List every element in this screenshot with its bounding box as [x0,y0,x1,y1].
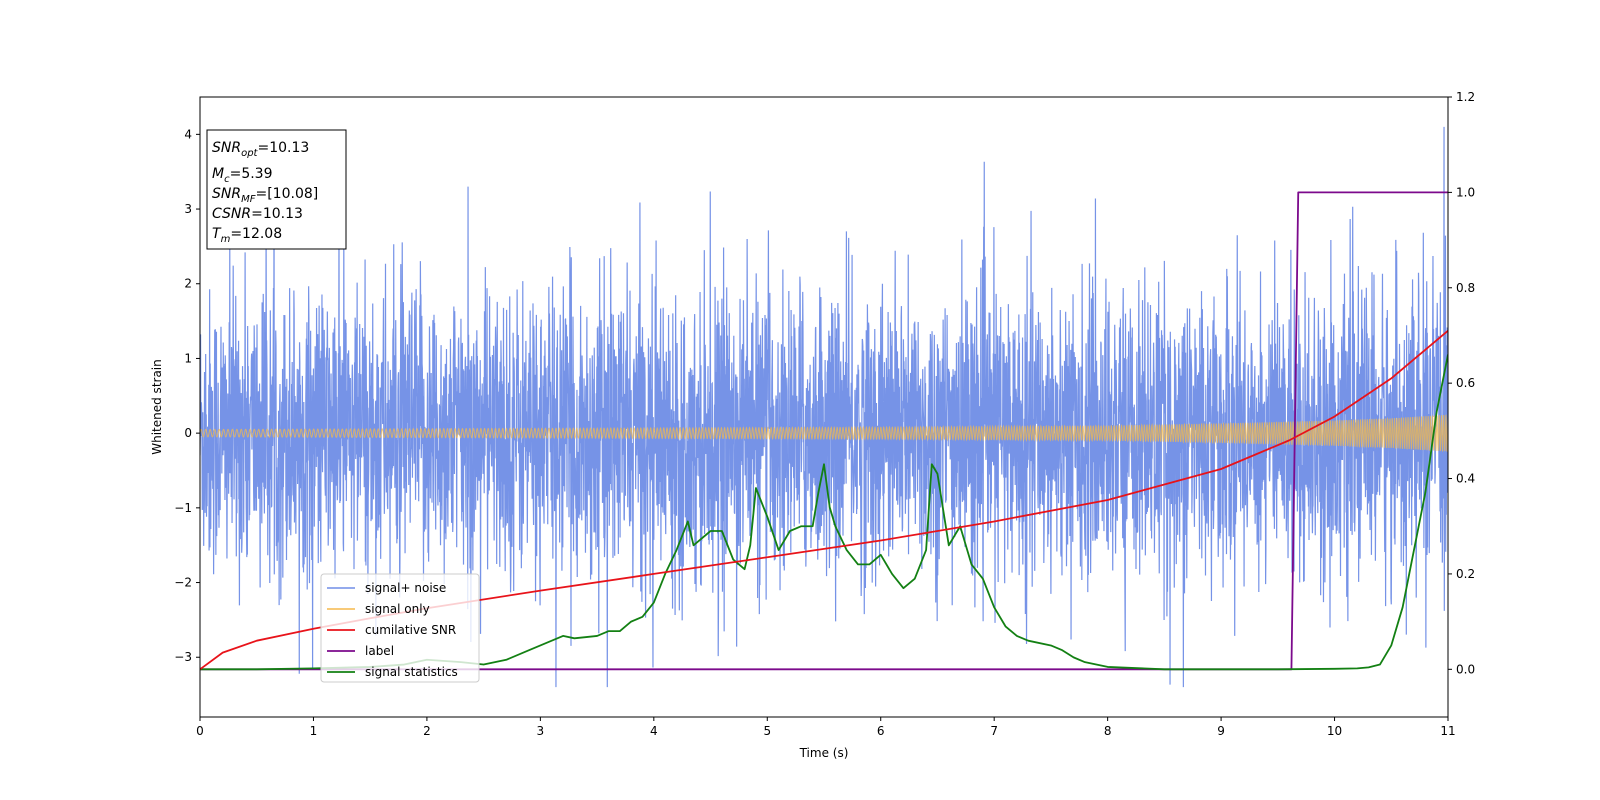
info-line-name: T [212,226,222,242]
y-tick-label: 1 [184,351,192,365]
x-tick-label: 0 [196,724,204,738]
x-tick-label: 10 [1327,724,1342,738]
y2-tick-label: 0.8 [1456,281,1475,295]
info-line-subscript: MF [241,194,256,205]
y2-tick-label: 0.6 [1456,376,1475,390]
y-tick-label: −3 [174,650,192,664]
info-line-value: =[10.08] [255,186,318,202]
info-line-value: =10.13 [257,140,309,156]
legend-label: signal only [365,602,430,616]
x-tick-label: 8 [1104,724,1112,738]
legend-label: label [365,644,394,658]
y-axis-left: −3 −2 −1 0 1 2 3 4 [174,127,200,664]
legend-label: signal+ noise [365,581,446,595]
info-box: SNRopt=10.13Mc=5.39SNRMF=[10.08]CSNR=10.… [206,129,347,250]
y2-tick-label: 0.2 [1456,567,1475,581]
y-axis-title: Whitened strain [150,359,164,455]
label-line [200,191,1448,671]
y-tick-label: 3 [184,202,192,216]
y-tick-label: 0 [184,426,192,440]
info-line: SNRopt=10.13 [212,140,309,159]
legend-frame [320,573,480,683]
cumulative-snr-line [200,330,1448,671]
x-tick-label: 4 [650,724,658,738]
plot-frame [199,96,1449,718]
legend-items: signal+ noise signal only cumilative SNR la… [327,581,458,679]
info-box-frame [206,129,347,250]
info-line-value: =5.39 [230,166,273,182]
info-line: Mc=5.39 [212,166,273,185]
legend-label: signal statistics [365,665,458,679]
x-tick-label: 2 [423,724,431,738]
y-tick-label: 4 [184,127,192,141]
x-tick-label: 5 [763,724,771,738]
signal-only-series [200,414,1448,452]
y-tick-label: −2 [174,576,192,590]
signal-only-line [200,414,1448,452]
info-line-name: M [212,166,224,182]
x-tick-label: 1 [310,724,318,738]
info-line-subscript: opt [241,148,258,159]
info-line-name: SNR [212,186,241,202]
signal-noise-line [200,126,1448,688]
signal-statistics-line [200,354,1448,671]
info-line: SNRMF=[10.08] [212,186,318,205]
info-line-subscript: m [221,234,231,245]
info-line: CSNR=10.13 [212,206,303,222]
x-tick-label: 9 [1217,724,1225,738]
x-axis-title: Time (s) [799,746,849,760]
y-tick-label: −1 [174,501,192,515]
y-tick-label: 2 [184,277,192,291]
y2-tick-label: 1.2 [1456,90,1475,104]
info-line: Tm=12.08 [212,226,282,245]
right-axis-series [200,191,1448,671]
x-tick-label: 6 [877,724,885,738]
legend: signal+ noise signal only cumilative SNR la… [320,573,480,683]
y-axis-right: 0.0 0.2 0.4 0.6 0.8 1.0 1.2 [1448,90,1475,676]
info-line-subscript: c [224,174,230,185]
y2-tick-label: 0.0 [1456,662,1475,676]
y2-tick-label: 0.4 [1456,472,1475,486]
info-line-value: =10.13 [251,206,303,222]
info-line-name: CSNR [212,206,251,222]
y2-tick-label: 1.0 [1456,185,1475,199]
info-line-value: =12.08 [230,226,282,242]
x-tick-label: 3 [537,724,545,738]
legend-label: cumilative SNR [365,623,456,637]
x-tick-label: 11 [1440,724,1455,738]
x-tick-label: 7 [990,724,998,738]
signal-noise-series [200,126,1448,688]
info-line-name: SNR [212,140,241,156]
x-axis: 0 1 2 3 4 5 6 7 8 9 10 11 [196,717,1456,738]
